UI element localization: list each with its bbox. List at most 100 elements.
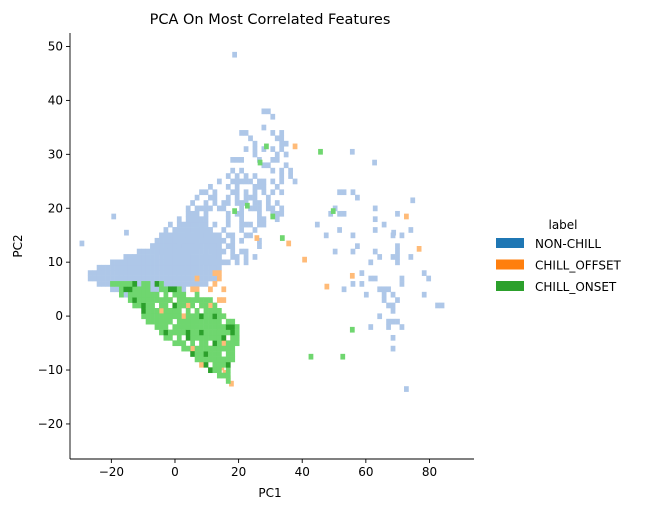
heatmap-bin	[203, 324, 209, 330]
heatmap-bin	[181, 237, 187, 244]
heatmap-bin	[203, 254, 209, 260]
heatmap-bin	[118, 264, 124, 271]
heatmap-bin	[254, 235, 260, 241]
heatmap-bin	[229, 380, 234, 387]
heatmap-bin	[145, 270, 151, 276]
heatmap-bin	[141, 286, 147, 293]
heatmap-bin	[176, 340, 182, 347]
heatmap-bin	[435, 302, 440, 309]
x-ticks: −20 0 20 40 60 80	[99, 459, 437, 479]
heatmap-bin	[185, 221, 191, 228]
heatmap-bin	[212, 270, 218, 276]
heatmap-bin	[230, 243, 236, 249]
heatmap-bin	[163, 308, 169, 314]
heatmap-bin	[212, 356, 218, 363]
heatmap-bin	[279, 130, 285, 136]
heatmap-bin	[150, 243, 155, 249]
heatmap-bin	[208, 334, 213, 341]
heatmap-bin	[341, 189, 347, 196]
heatmap-bin	[265, 205, 271, 212]
heatmap-bin	[208, 345, 213, 352]
heatmap-bin	[181, 221, 187, 228]
heatmap-bin	[377, 313, 383, 320]
heatmap-bin	[279, 178, 285, 185]
heatmap-bin	[404, 386, 409, 392]
heatmap-bin	[243, 130, 249, 136]
heatmap-bin	[172, 281, 178, 287]
heatmap-bin	[208, 205, 213, 212]
heatmap-bin	[199, 205, 204, 212]
heatmap-bin	[185, 232, 191, 239]
heatmap-bin	[190, 264, 195, 271]
heatmap-bin	[199, 340, 204, 347]
heatmap-bin	[199, 275, 204, 282]
heatmap-bin	[212, 367, 218, 374]
heatmap-bin	[190, 286, 195, 293]
legend-label: NON-CHILL	[535, 237, 601, 251]
heatmap-bin	[96, 281, 102, 287]
heatmap-bin	[408, 227, 414, 233]
heatmap-bin	[123, 281, 129, 287]
heatmap-bin	[225, 378, 231, 384]
heatmap-bin	[185, 205, 191, 212]
heatmap-bin	[176, 248, 182, 255]
heatmap-bin	[141, 248, 147, 255]
heatmap-bin	[159, 264, 164, 271]
heatmap-bin	[145, 281, 151, 287]
heatmap-bin	[216, 264, 222, 271]
heatmap-bin	[154, 237, 160, 244]
heatmap-bin	[239, 167, 244, 174]
heatmap-bin	[145, 313, 151, 320]
heatmap-bin	[225, 243, 231, 249]
heatmap-bin	[194, 254, 200, 260]
heatmap-bin	[92, 270, 98, 276]
heatmap-bin	[234, 200, 240, 206]
heatmap-bin	[194, 297, 200, 303]
heatmap-bin	[176, 286, 182, 293]
heatmap-bin	[203, 232, 209, 239]
heatmap-bin	[208, 313, 213, 320]
y-tick-label: −10	[38, 363, 63, 377]
heatmap-bin	[163, 281, 169, 287]
heatmap-bin	[172, 248, 178, 255]
heatmap-bin	[194, 216, 200, 223]
heatmap-bin	[190, 248, 195, 255]
heatmap-bin	[150, 254, 155, 260]
heatmap-bin	[194, 243, 200, 249]
heatmap-bin	[302, 256, 307, 263]
heatmap-bin	[234, 178, 240, 185]
heatmap-bin	[212, 281, 218, 287]
heatmap-bin	[163, 259, 169, 266]
heatmap-bin	[386, 302, 391, 309]
heatmap-bin	[199, 356, 204, 363]
heatmap-bin	[172, 308, 178, 314]
heatmap-bin	[279, 146, 285, 152]
heatmap-bin	[181, 270, 187, 276]
heatmap-bin	[221, 286, 227, 293]
heatmap-bin	[190, 275, 195, 282]
heatmap-bin	[208, 243, 213, 249]
heatmap-bin	[221, 345, 227, 352]
heatmap-bin	[150, 275, 155, 282]
heatmap-bin	[199, 318, 204, 325]
heatmap-bin	[274, 151, 280, 158]
heatmap-bin	[132, 286, 138, 293]
heatmap-bin	[199, 237, 204, 244]
heatmap-bin	[208, 270, 213, 276]
heatmap-bin	[234, 254, 240, 260]
heatmap-bin	[390, 318, 396, 325]
heatmap-bin	[279, 135, 285, 142]
heatmap-bin	[208, 308, 213, 314]
heatmap-bin	[279, 167, 285, 174]
heatmap-bin	[221, 340, 227, 347]
heatmap-bin	[154, 259, 160, 266]
heatmap-bin	[234, 183, 240, 190]
heatmap-bin	[203, 259, 209, 266]
y-ticks: −20 −10 0 10 20 30 40 50	[38, 39, 70, 431]
heatmap-bin	[279, 235, 285, 241]
heatmap-bin	[252, 151, 258, 158]
heatmap-bin	[239, 216, 244, 223]
heatmap-bin	[167, 286, 173, 293]
heatmap-bin	[308, 353, 314, 360]
heatmap-bin	[377, 254, 383, 260]
